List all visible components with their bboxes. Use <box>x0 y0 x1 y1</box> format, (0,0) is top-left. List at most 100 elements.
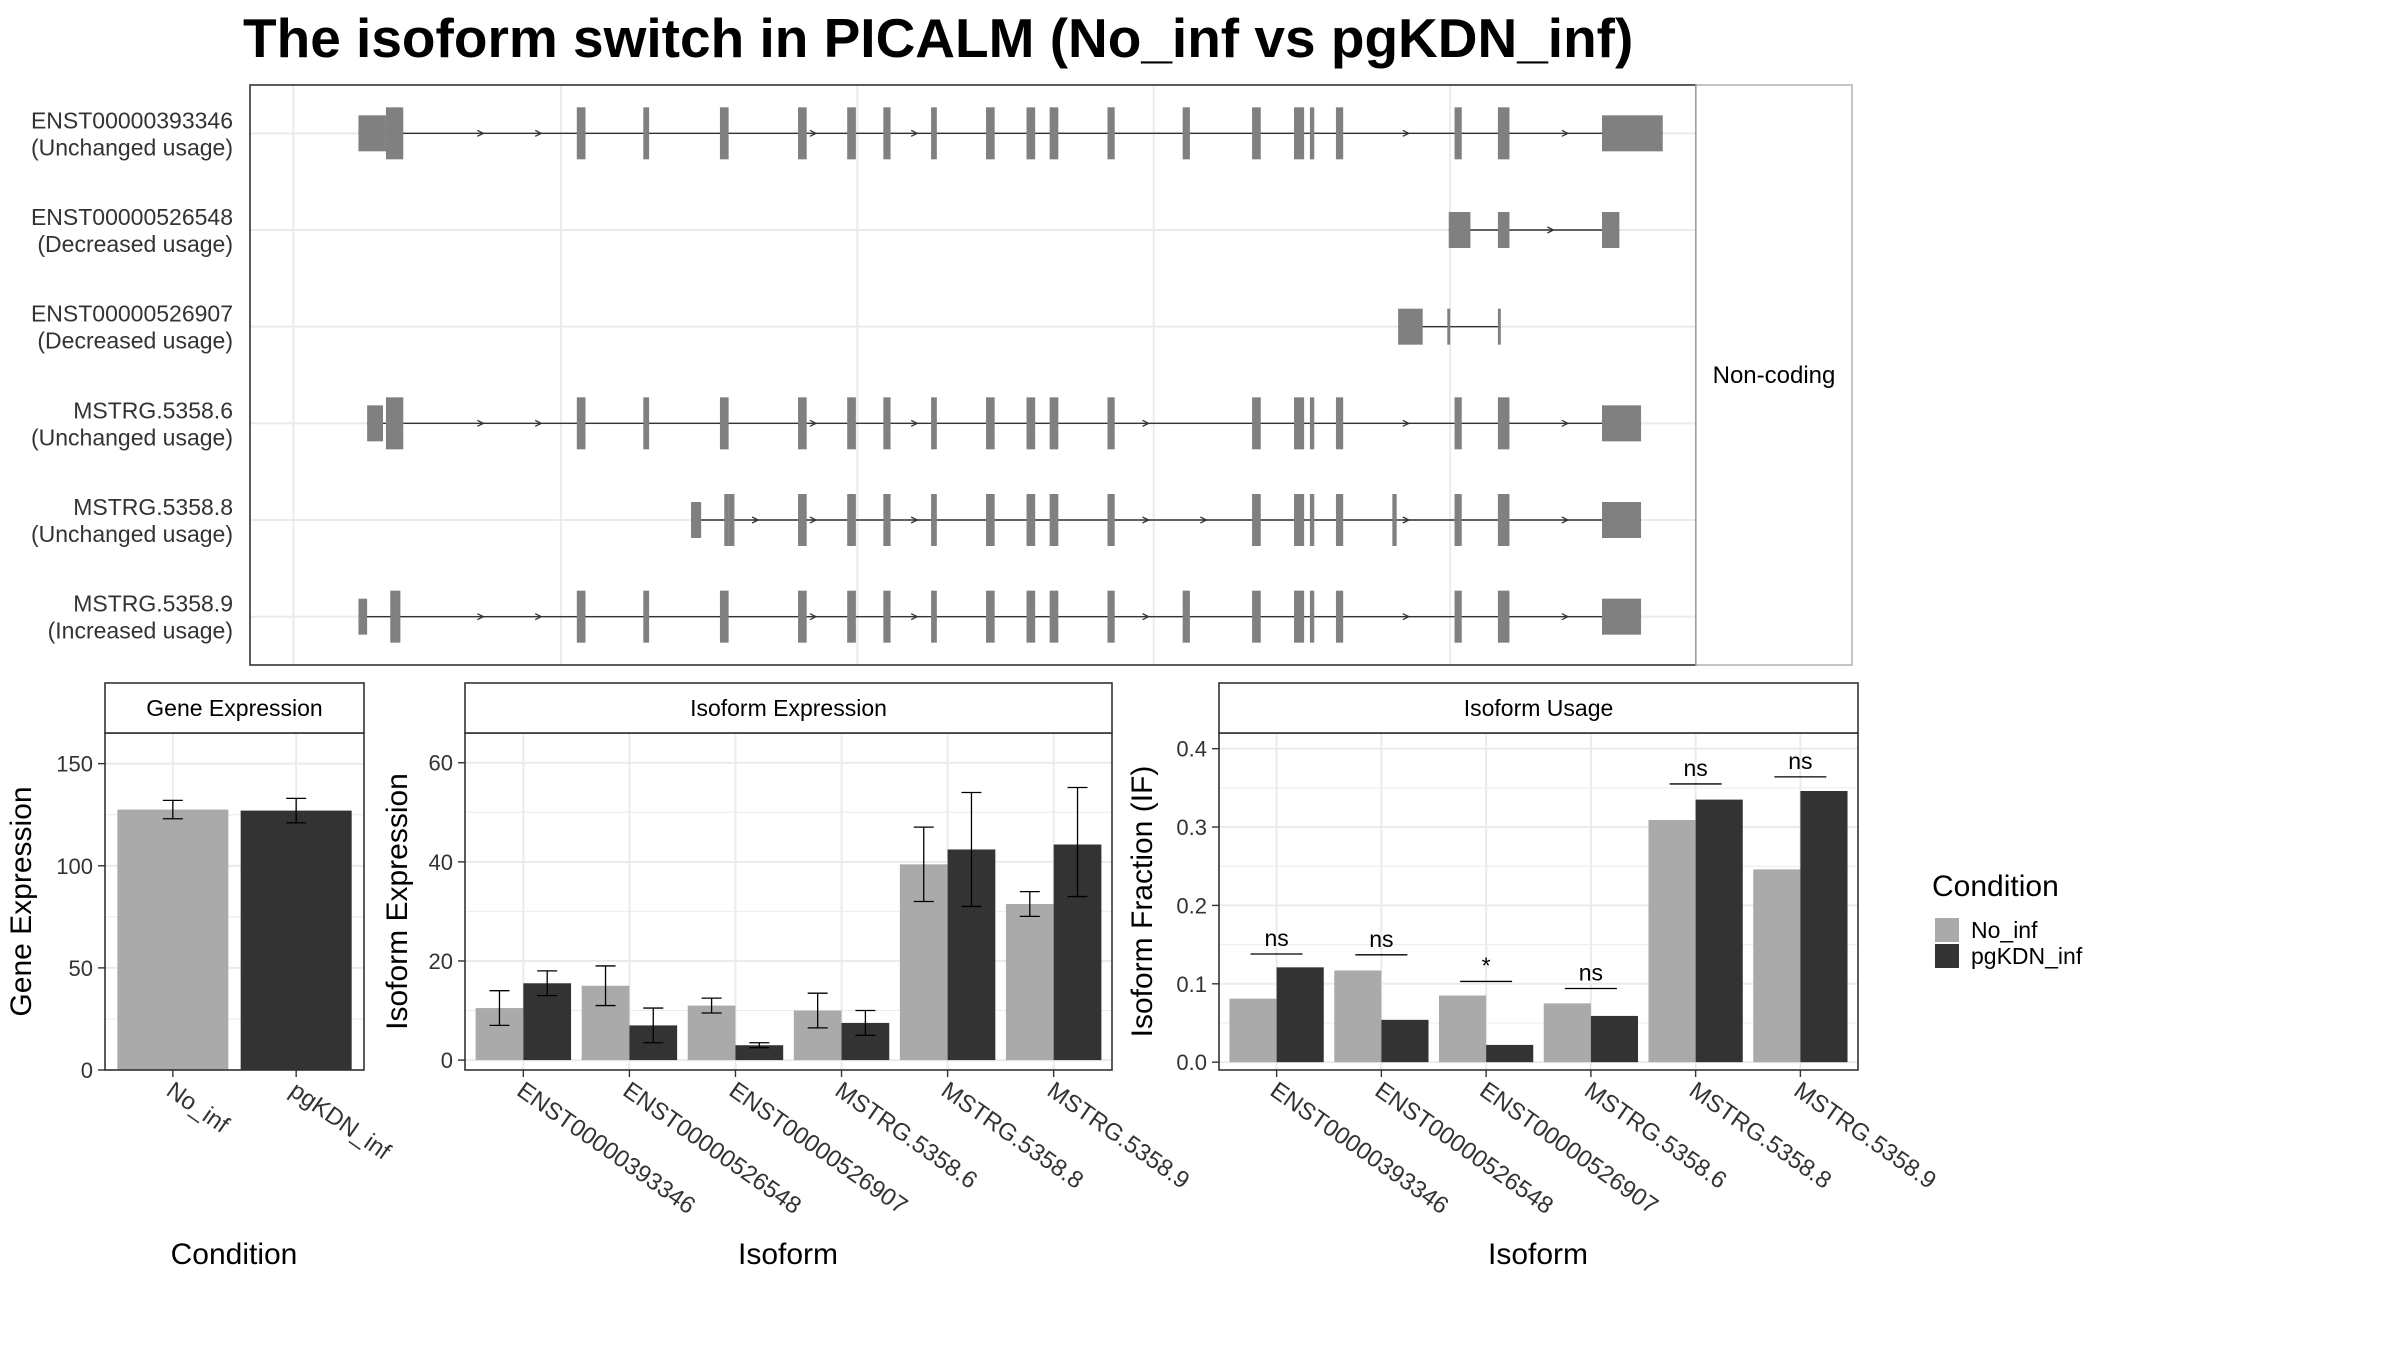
exon <box>847 590 856 643</box>
exon <box>883 590 891 643</box>
isoform-id-label: ENST00000393346 <box>31 107 233 133</box>
bar <box>1334 970 1382 1063</box>
x-tick-label: ENST00000526548 <box>618 1077 806 1220</box>
bar <box>117 809 229 1070</box>
x-tick-label: ENST00000393346 <box>512 1077 700 1220</box>
bar <box>1381 1019 1429 1063</box>
exon <box>847 107 856 160</box>
exon <box>1454 590 1462 643</box>
exon <box>1294 107 1305 160</box>
exon <box>576 590 586 643</box>
isoform-usage-chart: ns ns * ns ns ns Isoform Usage 0.0 0.1 0.2 0.3 0.4 E… <box>1126 682 1941 1271</box>
exon <box>1335 590 1344 643</box>
intron-arrow <box>809 613 818 621</box>
panel-title: Isoform Expression <box>690 695 887 721</box>
exon <box>1107 107 1115 160</box>
significance-label: ns <box>1788 748 1812 774</box>
isoform-usage-label: (Decreased usage) <box>37 328 233 354</box>
isoform-usage-label: (Unchanged usage) <box>31 521 233 547</box>
exon <box>1398 308 1423 345</box>
intron-arrow <box>1200 516 1208 524</box>
exon <box>931 397 937 450</box>
exon <box>576 397 586 450</box>
intron-arrow <box>751 516 760 524</box>
exon <box>1497 590 1510 643</box>
x-tick-label: ENST00000526907 <box>1475 1077 1663 1220</box>
exon <box>1182 107 1190 160</box>
significance-label: ns <box>1579 959 1603 985</box>
x-axis-title: Isoform <box>738 1238 838 1271</box>
exon <box>719 590 729 643</box>
intron-arrow <box>809 129 818 137</box>
isoform-usage-label: (Unchanged usage) <box>31 424 233 450</box>
structure-background <box>250 85 1696 665</box>
exon <box>1107 494 1115 546</box>
exon <box>931 494 937 546</box>
exon <box>691 502 702 538</box>
exon <box>1026 107 1036 160</box>
bar <box>1590 1015 1639 1063</box>
exon <box>1107 397 1115 450</box>
intron-arrow <box>1142 419 1150 427</box>
exon <box>643 107 650 160</box>
y-axis-title: Isoform Expression <box>381 773 414 1030</box>
exon <box>358 115 386 152</box>
intron-arrow <box>910 613 919 621</box>
exon <box>1497 494 1510 546</box>
bar <box>1486 1044 1534 1063</box>
exon <box>1602 502 1642 538</box>
legend-swatch <box>1935 944 1959 968</box>
exon <box>931 590 937 643</box>
intron-arrow <box>809 419 818 427</box>
exon <box>1335 397 1344 450</box>
exon <box>719 107 729 160</box>
exon <box>643 590 650 643</box>
bar <box>1695 799 1743 1063</box>
intron-arrow <box>1142 613 1150 621</box>
bar <box>1543 1003 1591 1063</box>
bar <box>1229 998 1277 1063</box>
exon <box>390 590 397 643</box>
exon <box>1049 590 1059 643</box>
exon <box>1252 107 1261 160</box>
exon <box>1107 590 1115 643</box>
bar <box>1005 903 1054 1061</box>
significance-label: ns <box>1369 926 1393 952</box>
exon <box>1309 590 1315 643</box>
y-tick-label: 0.1 <box>1176 972 1207 997</box>
isoform-usage-label: (Decreased usage) <box>37 231 233 257</box>
exon <box>1309 494 1315 546</box>
exon <box>367 405 384 442</box>
intron-arrow <box>1402 129 1411 137</box>
y-tick-label: 20 <box>429 949 453 974</box>
intron-arrow <box>1561 516 1570 524</box>
intron-arrow <box>477 613 485 621</box>
exon <box>798 107 807 160</box>
exon <box>1026 590 1036 643</box>
significance-label: ns <box>1264 925 1288 951</box>
y-axis-title: Isoform Fraction (IF) <box>1126 766 1159 1038</box>
exon <box>643 397 650 450</box>
intron-arrow <box>534 419 543 427</box>
exon <box>1049 494 1059 546</box>
x-tick-label: ENST00000526907 <box>724 1077 912 1220</box>
y-tick-label: 40 <box>429 850 453 875</box>
isoform-expression-chart: Isoform Expression 0 20 40 60 ENST00000393346… <box>381 682 1194 1271</box>
panel-strip <box>1218 682 1859 734</box>
intron-arrow <box>1561 613 1570 621</box>
exon <box>1454 494 1462 546</box>
exon <box>986 397 995 450</box>
x-tick-label: No_inf <box>161 1077 234 1139</box>
bar <box>687 1005 736 1061</box>
exon <box>576 107 586 160</box>
intron-arrow <box>1142 516 1150 524</box>
bar <box>1753 869 1801 1063</box>
legend-label: pgKDN_inf <box>1971 943 2083 969</box>
y-tick-label: 0.2 <box>1176 893 1207 918</box>
intron-arrow <box>477 419 485 427</box>
gene-expression-chart: Gene Expression 0 50 100 150 No_inf pgKDN_inf C… <box>5 682 396 1271</box>
significance-label: * <box>1482 952 1491 978</box>
intron-arrow <box>809 516 818 524</box>
panel-title: Gene Expression <box>146 695 322 721</box>
